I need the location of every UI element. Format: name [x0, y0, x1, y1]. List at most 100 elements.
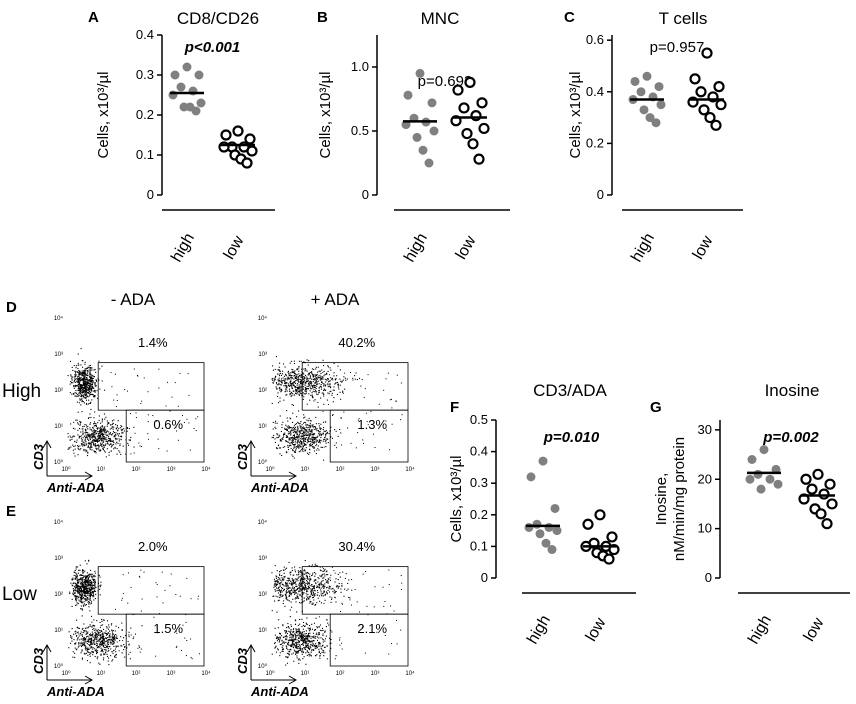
- panel-letter: G: [650, 399, 662, 416]
- data-point-high: [538, 456, 548, 466]
- flow-x-tick-label: 10⁴: [201, 670, 211, 677]
- lower-gate-percent: 2.1%: [357, 621, 387, 636]
- chart-title: Inosine: [765, 381, 820, 400]
- p-value-label: p=0.693: [418, 73, 473, 90]
- data-point-high: [535, 529, 545, 539]
- panel-letter: A: [88, 9, 99, 26]
- y-tick-label: 0.4: [136, 27, 154, 42]
- data-point-high: [747, 455, 757, 464]
- data-point-high: [773, 479, 783, 489]
- data-point-low: [812, 468, 824, 480]
- data-point-low: [710, 119, 722, 131]
- flow-y-tick-label: 10⁴: [258, 315, 268, 322]
- y-tick-label: 0: [481, 570, 488, 585]
- upper-gate: [97, 362, 205, 411]
- x-category-label: low: [690, 233, 717, 263]
- flow-y-tick-label: 10¹: [258, 424, 267, 430]
- flow-x-axis-label: Anti-ADA: [250, 480, 309, 495]
- data-point-high: [642, 71, 652, 81]
- x-category-label: low: [453, 233, 480, 263]
- flow-y-tick-label: 10⁴: [54, 519, 64, 526]
- data-point-high: [547, 545, 557, 555]
- flow-x-tick-label: 10⁰: [61, 466, 71, 473]
- p-value-label: p<0.001: [184, 39, 240, 56]
- data-point-high: [170, 70, 180, 80]
- data-point-low: [800, 473, 812, 485]
- data-point-low: [458, 102, 470, 114]
- data-point-high: [182, 62, 192, 72]
- chart-title: CD3/ADA: [533, 381, 607, 400]
- flow-y-tick-label: 10²: [258, 388, 267, 394]
- data-point-high: [745, 474, 755, 484]
- flow-x-tick-label: 10⁰: [265, 466, 275, 473]
- data-point-low: [821, 518, 833, 530]
- y-tick-label: 0.2: [470, 507, 488, 522]
- data-point-high: [552, 526, 562, 536]
- data-point-high: [654, 82, 664, 92]
- data-point-low: [713, 81, 725, 93]
- flow-x-tick-label: 10¹: [301, 671, 310, 677]
- flow-x-tick-label: 10²: [132, 671, 141, 677]
- flow-x-tick-label: 10¹: [97, 671, 106, 677]
- flow-x-tick-label: 10⁰: [265, 670, 275, 677]
- flow-y-tick-label: 10³: [54, 352, 63, 358]
- flow-y-arrowhead: [246, 643, 256, 653]
- panel-letter: F: [450, 399, 459, 416]
- chart-panel-C: C T cells p=0.957 0 0.2 0.4 0.6 Cells, x10³/µl h…: [564, 9, 743, 265]
- x-category-label: high: [628, 230, 658, 265]
- y-tick-label: 0: [705, 570, 712, 585]
- data-point-low: [603, 553, 615, 565]
- y-axis-label-line: Inosine,: [653, 473, 670, 526]
- lower-gate: [125, 613, 205, 667]
- data-point-high: [191, 106, 201, 116]
- data-point-high: [765, 474, 775, 484]
- data-point-low: [606, 531, 618, 543]
- flow-y-axis-label: CD3: [235, 443, 250, 470]
- row-label-high: High: [2, 381, 41, 402]
- data-point-low: [689, 73, 701, 85]
- data-point-high: [524, 522, 534, 532]
- lower-gate-percent: 1.3%: [357, 417, 387, 432]
- data-point-low: [826, 498, 838, 510]
- x-category-label: high: [401, 230, 431, 265]
- data-point-low: [815, 508, 827, 520]
- lower-gate: [329, 613, 409, 667]
- data-point-low: [220, 129, 232, 141]
- p-value-label: p=0.957: [650, 39, 705, 56]
- data-point-low: [476, 97, 488, 109]
- lower-gate-percent: 1.5%: [153, 621, 183, 636]
- upper-gate-percent: 30.4%: [338, 539, 375, 554]
- y-axis-label: Cells, x10³/µl: [448, 456, 465, 543]
- y-tick-label: 0.4: [586, 84, 604, 99]
- x-category-label: high: [745, 612, 775, 647]
- flow-x-axis-label: Anti-ADA: [46, 480, 105, 495]
- flow-x-axis-label: Anti-ADA: [250, 684, 309, 699]
- data-point-low: [698, 104, 710, 116]
- flow-x-tick-label: 10⁴: [405, 466, 415, 473]
- data-point-high: [418, 145, 428, 155]
- x-category-label: high: [168, 230, 198, 265]
- y-axis-label: Cells, x10³/µl: [317, 72, 334, 159]
- data-point-high: [550, 503, 560, 513]
- data-point-high: [429, 126, 439, 136]
- y-tick-label: 0: [362, 187, 369, 202]
- flow-y-tick-label: 10³: [258, 556, 267, 562]
- y-tick-label: 0.2: [586, 135, 604, 150]
- upper-gate: [301, 362, 409, 411]
- data-point-high: [630, 76, 640, 86]
- lower-gate: [329, 409, 409, 463]
- data-point-low: [806, 483, 818, 495]
- flow-y-tick-label: 10²: [258, 592, 267, 598]
- y-axis-label-line: nM/min/mg protein: [671, 437, 688, 561]
- flow-x-arrowhead: [288, 675, 298, 685]
- flow-x-tick-label: 10²: [132, 467, 141, 473]
- data-point-high: [194, 70, 204, 80]
- data-point-high: [651, 118, 661, 128]
- flow-x-arrowhead: [288, 471, 298, 481]
- data-point-high: [415, 68, 425, 78]
- data-point-low: [715, 99, 727, 111]
